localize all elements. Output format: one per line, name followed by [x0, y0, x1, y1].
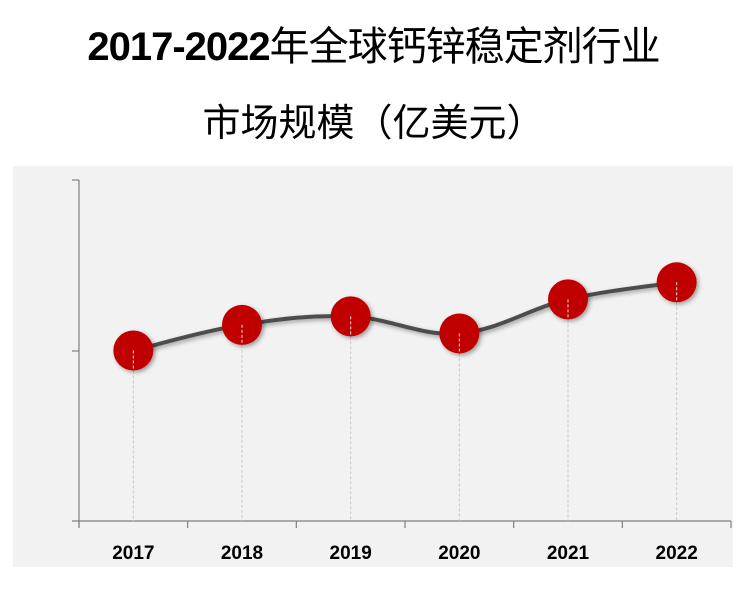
drop-lines — [132, 282, 678, 521]
data-markers — [113, 262, 697, 371]
title-year-range: 2017-2022 — [87, 25, 270, 69]
axes — [72, 179, 732, 528]
x-axis-label: 2020 — [438, 543, 480, 564]
x-axis-ticks — [78, 521, 732, 528]
x-axis-label: 2017 — [112, 543, 154, 564]
x-axis-label: 2022 — [656, 543, 698, 564]
marker-drop-lines — [132, 282, 678, 371]
x-axis-labels: 2017 2018 2019 2020 2021 2022 — [112, 543, 698, 564]
chart-title-line-2: 市场规模（亿美元） — [202, 101, 545, 145]
title-text: 年全球钙锌稳定剂行业 — [269, 24, 661, 70]
x-axis-label: 2019 — [330, 543, 372, 564]
x-axis-label: 2018 — [221, 543, 263, 564]
series-line — [132, 280, 677, 353]
x-axis-label: 2021 — [547, 543, 590, 564]
chart-title-line-1: 2017-2022年全球钙锌稳定剂行业 — [0, 14, 747, 72]
